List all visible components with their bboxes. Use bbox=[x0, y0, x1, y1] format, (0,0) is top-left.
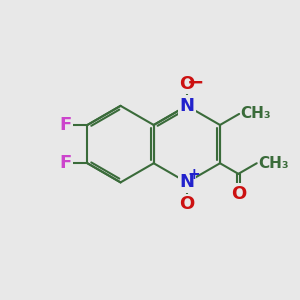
Text: N: N bbox=[179, 97, 194, 115]
Text: F: F bbox=[59, 116, 71, 134]
Text: O: O bbox=[179, 196, 194, 214]
Text: F: F bbox=[59, 154, 71, 172]
Text: −: − bbox=[186, 72, 204, 92]
Text: +: + bbox=[187, 167, 200, 182]
Text: O: O bbox=[231, 185, 246, 203]
Text: O: O bbox=[179, 75, 194, 93]
Text: CH₃: CH₃ bbox=[240, 106, 271, 122]
Text: CH₃: CH₃ bbox=[258, 156, 289, 171]
Text: N: N bbox=[179, 173, 194, 191]
